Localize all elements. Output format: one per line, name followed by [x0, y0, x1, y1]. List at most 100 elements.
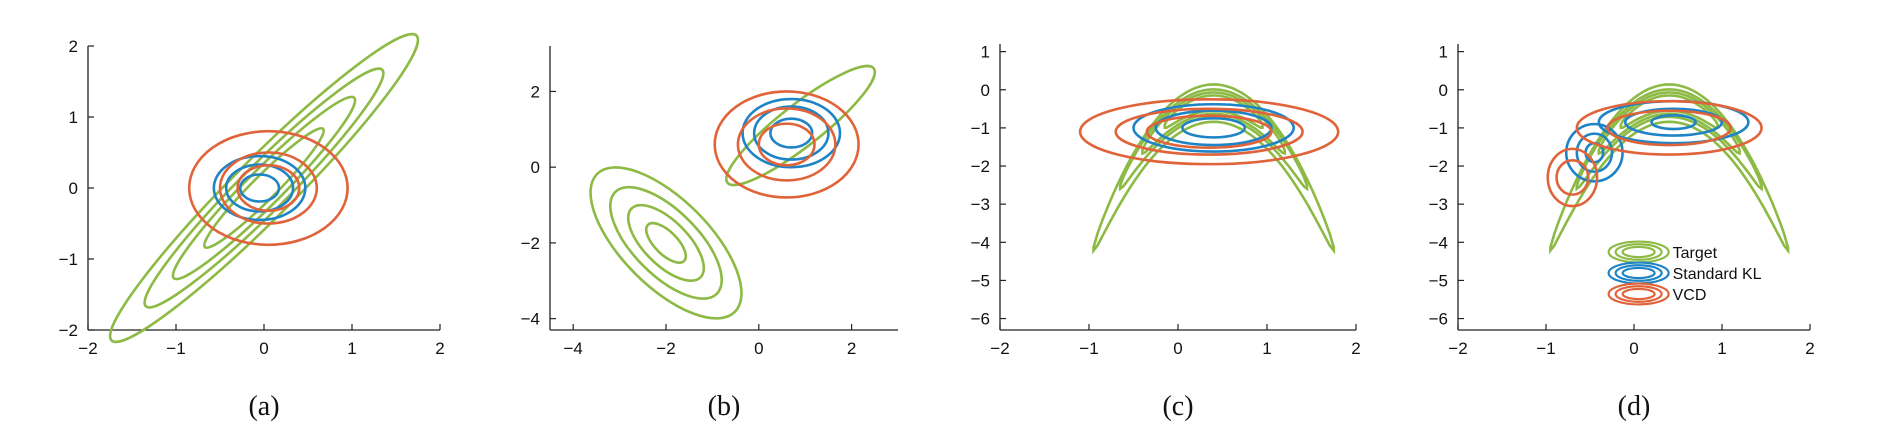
x-tick-label: −2	[1448, 339, 1467, 358]
x-tick-label: −1	[166, 339, 185, 358]
standard-kl-contour	[1575, 132, 1614, 174]
target-contour	[1597, 91, 1741, 156]
y-tick-label: 1	[69, 108, 78, 127]
y-tick-label: 1	[1439, 43, 1448, 62]
y-tick-label: −5	[1429, 271, 1448, 290]
y-tick-label: −6	[1429, 310, 1448, 329]
x-tick-label: −1	[1079, 339, 1098, 358]
target-contour	[644, 221, 688, 264]
standard-kl-contour	[741, 97, 842, 169]
legend-entry-target: Target	[1607, 240, 1718, 264]
legend-label: Standard KL	[1673, 266, 1762, 283]
legend-swatch	[1614, 243, 1663, 261]
vcd-contour	[736, 107, 837, 182]
x-tick-label: 0	[754, 339, 763, 358]
y-tick-label: 0	[1439, 81, 1448, 100]
legend-entry-vcd: VCD	[1607, 282, 1707, 306]
vcd-contour	[236, 163, 301, 213]
panel-label: (b)	[708, 391, 741, 422]
target-contour	[108, 32, 420, 344]
y-tick-label: −1	[971, 119, 990, 138]
vcd-contour	[1114, 107, 1304, 156]
legend-swatch	[1621, 287, 1656, 301]
y-tick-label: 2	[531, 82, 540, 101]
panel-b: −4 −2 0 2 −4 −2 0 2 (b)	[521, 46, 898, 422]
standard-kl-contour	[212, 154, 307, 222]
x-tick-label: 2	[435, 339, 444, 358]
standard-kl-contour	[1154, 109, 1273, 147]
standard-kl-contour	[1181, 117, 1247, 139]
standard-kl-contour	[1623, 107, 1724, 137]
y-tick-label: −2	[971, 157, 990, 176]
x-tick-label: −2	[656, 339, 675, 358]
legend-label: Target	[1673, 245, 1718, 262]
standard-kl-contour	[752, 105, 830, 161]
legend-label: VCD	[1673, 287, 1707, 304]
legend-swatch	[1614, 285, 1663, 303]
vcd-contour	[1145, 114, 1273, 150]
target-contour	[608, 185, 724, 300]
y-tick-label: −2	[59, 321, 78, 340]
target-contour	[589, 166, 743, 320]
vcd-contour	[757, 122, 816, 167]
standard-kl-contour	[769, 117, 814, 149]
standard-kl-contour	[1650, 114, 1697, 131]
legend-entry-standard-kl: Standard KL	[1607, 261, 1762, 285]
vcd-contour	[218, 151, 319, 225]
x-tick-label: −4	[564, 339, 583, 358]
target-contour	[1575, 88, 1763, 192]
x-tick-label: 2	[1805, 339, 1814, 358]
y-tick-label: 0	[69, 179, 78, 198]
x-tick-label: −1	[1536, 339, 1555, 358]
panel-label: (c)	[1162, 391, 1193, 422]
y-tick-label: −6	[971, 310, 990, 329]
legend-swatch	[1614, 264, 1663, 282]
target-contour	[171, 95, 357, 281]
panel-d: −2 −1 0 1 2 −6 −5 −4 −3 −2 −1 0 1 Target Standard KL VC…	[1429, 43, 1815, 422]
y-tick-label: 0	[531, 158, 540, 177]
vcd-contour	[1555, 159, 1590, 196]
panel-a: −2 −1 0 1 2 −2 −1 0 1 2 (a)	[59, 32, 445, 422]
vcd-contour	[1606, 109, 1733, 147]
x-tick-label: 1	[1262, 339, 1271, 358]
legend-swatch	[1621, 266, 1656, 280]
y-tick-label: −3	[1429, 195, 1448, 214]
standard-kl-contour	[1132, 102, 1295, 153]
x-tick-label: 1	[347, 339, 356, 358]
vcd-contour	[1546, 147, 1599, 208]
x-tick-label: −2	[78, 339, 97, 358]
x-tick-label: 1	[1717, 339, 1726, 358]
y-tick-label: −4	[971, 233, 990, 252]
x-tick-label: −2	[990, 339, 1009, 358]
y-tick-label: 0	[981, 81, 990, 100]
y-tick-label: 1	[981, 43, 990, 62]
target-contour	[143, 67, 385, 309]
y-tick-label: −5	[971, 271, 990, 290]
vcd-contour	[187, 129, 349, 247]
x-tick-label: 0	[259, 339, 268, 358]
y-tick-label: −1	[1429, 119, 1448, 138]
y-tick-label: −4	[1429, 233, 1448, 252]
x-tick-label: 2	[847, 339, 856, 358]
panel-c: −2 −1 0 1 2 −6 −5 −4 −3 −2 −1 0 1 (c)	[971, 43, 1361, 422]
vcd-contour	[1575, 99, 1763, 156]
y-tick-label: 2	[69, 37, 78, 56]
y-tick-label: −2	[1429, 157, 1448, 176]
x-tick-label: 0	[1629, 339, 1638, 358]
standard-kl-contour	[1564, 122, 1624, 183]
legend-swatch	[1621, 245, 1656, 259]
vcd-contour	[1078, 97, 1340, 166]
y-tick-label: −4	[521, 310, 540, 329]
panel-label: (d)	[1618, 391, 1651, 422]
target-contour	[1141, 91, 1287, 156]
y-tick-label: −2	[521, 234, 540, 253]
target-contour	[626, 203, 706, 282]
legend-swatch	[1607, 282, 1670, 306]
standard-kl-contour	[224, 163, 295, 213]
y-tick-label: −3	[971, 195, 990, 214]
y-tick-label: −1	[59, 250, 78, 269]
x-tick-label: 0	[1173, 339, 1182, 358]
panel-label: (a)	[248, 391, 279, 422]
x-tick-label: 2	[1351, 339, 1360, 358]
